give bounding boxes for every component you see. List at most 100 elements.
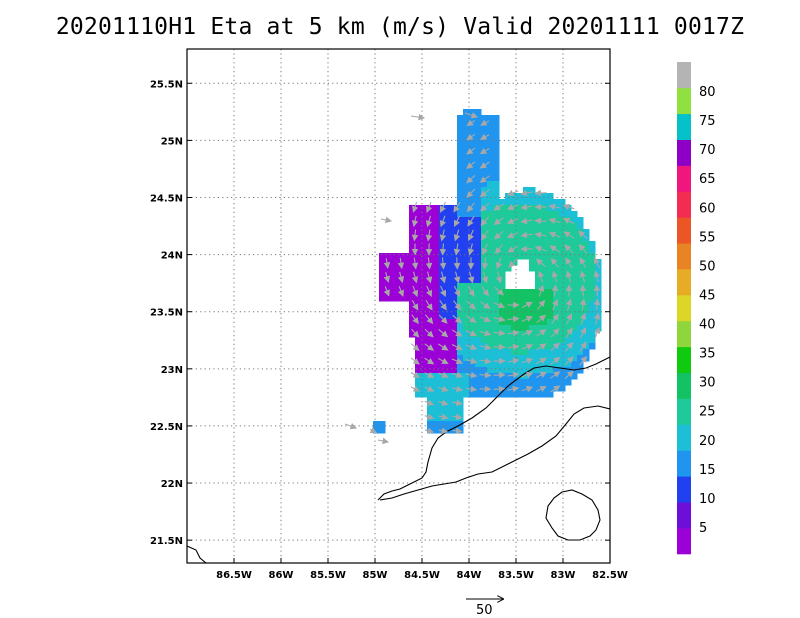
coastline-cuba-north [377,356,610,501]
field-cell [571,373,578,380]
field-cell [535,199,542,206]
field-cell [529,259,536,266]
field-cell [409,265,416,272]
field-cell [493,373,500,380]
field-cell [583,283,590,290]
wind-vector [452,399,463,407]
field-cell [553,319,560,326]
field-cell [475,145,482,152]
field-cell [457,145,464,152]
field-cell [475,385,482,392]
field-cell [559,223,566,230]
coastline-isle [545,489,601,541]
wind-vector [521,343,534,351]
field-cell [475,307,482,314]
field-cell [547,343,554,350]
colorbar-label: 35 [699,347,716,362]
field-cell [445,397,452,404]
field-cell [547,247,554,254]
field-cell [529,229,536,236]
field-cell [577,313,584,320]
wind-vector [426,201,433,213]
field-cell [475,139,482,146]
wind-vector [520,245,533,253]
x-tick-label: 86.5W [216,570,252,581]
wind-vector [452,329,463,337]
field-cell [457,271,464,278]
field-cell [493,337,500,344]
field-cell [439,211,446,218]
wind-vector [452,413,463,421]
field-cell [559,385,566,392]
wind-vector [520,231,533,239]
field-cell [463,115,470,122]
x-tick-label: 84W [457,570,482,581]
field-cell [589,325,596,332]
x-tick-label: 85.5W [310,570,346,581]
field-cell [487,385,494,392]
field-cell [529,241,536,248]
wind-vector [466,174,476,184]
field-cell [535,289,542,296]
field-cell [433,217,440,224]
field-cell [499,271,506,278]
wind-vector [537,270,545,283]
field-cell [523,223,530,230]
field-cell [445,307,452,314]
field-cell [547,295,554,302]
field-cell [427,325,434,332]
wind-vector [521,371,534,379]
field-cell [487,373,494,380]
field-cell [427,337,434,344]
field-cell [481,151,488,158]
field-cell [463,109,470,116]
wind-vector [536,314,547,324]
field-cell [475,331,482,338]
wind-vector [506,189,519,197]
field-cell [409,331,416,338]
field-cell [475,157,482,164]
field-cell [439,403,446,410]
colorbar-swatch [677,165,691,192]
field-cell [481,385,488,392]
wind-vector [562,217,575,224]
field-cell [487,259,494,266]
field-cell [493,325,500,332]
field-cell [541,259,548,266]
colorbar-swatch [677,372,691,399]
field-cell [577,223,584,230]
wind-vector [550,385,561,393]
field-cell [457,157,464,164]
field-cell [571,277,578,284]
wind-vector [535,357,547,365]
field-cell [553,223,560,230]
field-cell [421,337,428,344]
field-cell [481,241,488,248]
field-cell [385,295,392,302]
field-cell [511,223,518,230]
field-cell [487,133,494,140]
field-cell [487,181,494,188]
field-cell [391,289,398,296]
field-cell [547,301,554,308]
field-cell [541,295,548,302]
wind-vector [383,258,391,269]
field-cell [481,253,488,260]
field-cell [511,319,518,326]
field-cell [535,325,542,332]
wind-vector [550,257,559,268]
wind-vector [593,270,601,283]
wind-vector [535,343,547,351]
field-cell [475,205,482,212]
field-cell [523,295,530,302]
wind-vector [451,343,463,351]
field-cell [499,391,506,398]
field-cell [553,211,560,218]
field-cell [523,349,530,356]
field-cell [475,187,482,194]
field-cell [493,253,500,260]
field-cell [463,343,470,350]
wind-vector [438,329,449,338]
field-cell [421,295,428,302]
field-cell [487,217,494,224]
